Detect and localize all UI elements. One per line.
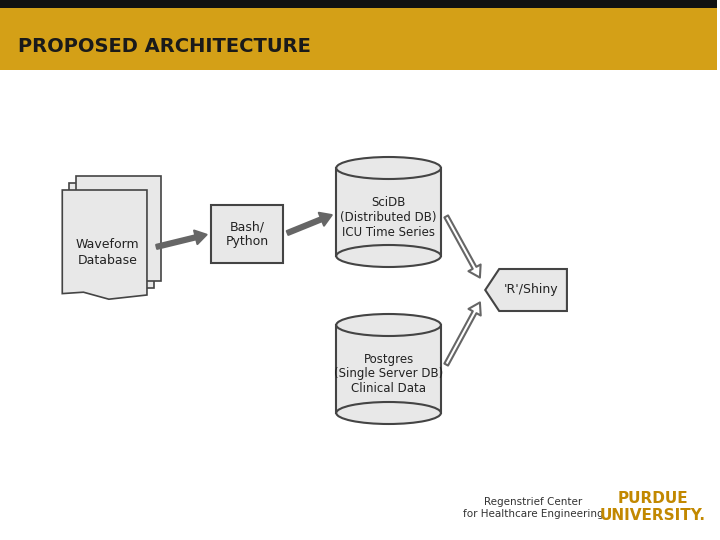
Ellipse shape [336,402,441,424]
Ellipse shape [336,314,441,336]
Bar [211,205,283,263]
Polygon shape [485,269,567,311]
Bar [0,0,717,8]
Text: Waveform
Database: Waveform Database [76,239,140,267]
Bar [336,325,441,413]
Text: Postgres
(Single Server DB)
Clinical Data: Postgres (Single Server DB) Clinical Dat… [334,353,444,395]
Bar [0,0,717,70]
Text: PURDUE
UNIVERSITY.: PURDUE UNIVERSITY. [600,491,706,523]
Text: PROPOSED ARCHITECTURE: PROPOSED ARCHITECTURE [18,37,311,56]
Bar [69,183,154,288]
Bar [336,168,441,256]
Text: Bash/
Python: Bash/ Python [225,220,269,248]
Text: Regenstrief Center
for Healthcare Engineering: Regenstrief Center for Healthcare Engine… [463,497,603,519]
Bar [76,176,161,281]
Text: 'R'/Shiny: 'R'/Shiny [504,284,559,296]
Ellipse shape [336,245,441,267]
Ellipse shape [336,157,441,179]
Text: SciDB
(Distributed DB)
ICU Time Series: SciDB (Distributed DB) ICU Time Series [341,195,437,239]
Polygon shape [62,190,147,299]
